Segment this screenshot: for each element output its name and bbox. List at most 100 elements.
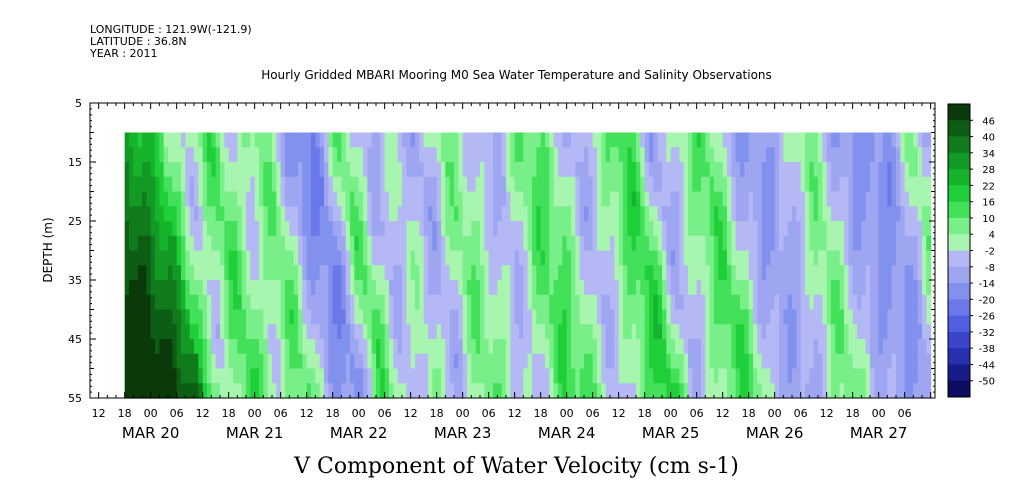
heatmap-cell <box>618 309 624 325</box>
heatmap-cell <box>883 339 888 355</box>
heatmap-cell <box>302 324 308 340</box>
heatmap-cell <box>709 324 715 340</box>
heatmap-cell <box>224 250 230 266</box>
heatmap-cell <box>649 309 654 325</box>
heatmap-cell <box>675 250 680 266</box>
heatmap-cell <box>731 162 737 178</box>
heatmap-cell <box>532 339 537 355</box>
heatmap-cell <box>900 265 906 281</box>
heatmap-cell <box>753 235 758 252</box>
heatmap-cell <box>293 353 299 370</box>
heatmap-cell <box>657 250 663 266</box>
heatmap-cell <box>579 176 585 193</box>
heatmap-cell <box>328 147 334 163</box>
heatmap-cell <box>874 339 880 355</box>
heatmap-cell <box>202 235 208 252</box>
heatmap-cell <box>657 265 663 281</box>
heatmap-cell <box>540 280 546 296</box>
heatmap-cell <box>254 324 260 340</box>
heatmap-cell <box>527 250 533 266</box>
heatmap-cell <box>631 132 637 148</box>
heatmap-cell <box>441 132 446 148</box>
heatmap-cell <box>376 368 381 384</box>
heatmap-cell <box>514 353 520 370</box>
heatmap-cell <box>761 265 767 281</box>
heatmap-cell <box>410 353 416 370</box>
colorbar-swatch <box>948 283 970 300</box>
x-day-label: MAR 22 <box>330 424 387 442</box>
heatmap-cell <box>631 383 637 399</box>
heatmap-cell <box>540 191 546 207</box>
heatmap-cell <box>670 176 676 193</box>
heatmap-cell <box>497 265 503 281</box>
heatmap-cell <box>380 162 386 178</box>
heatmap-cell <box>839 353 845 370</box>
heatmap-cell <box>852 250 858 266</box>
heatmap-cell <box>722 176 728 193</box>
heatmap-cell <box>904 353 910 370</box>
heatmap-cell <box>766 176 771 193</box>
heatmap-cell <box>861 162 867 178</box>
heatmap-cell <box>679 162 685 178</box>
heatmap-cell <box>272 353 277 370</box>
heatmap-cell <box>354 235 360 252</box>
heatmap-cell <box>887 176 893 193</box>
heatmap-cell <box>883 221 888 237</box>
heatmap-cell <box>250 324 256 340</box>
heatmap-cell <box>757 368 763 384</box>
heatmap-cell <box>540 309 546 325</box>
heatmap-cell <box>402 368 407 384</box>
heatmap-cell <box>332 309 338 325</box>
heatmap-cell <box>272 324 277 340</box>
heatmap-cell <box>592 309 598 325</box>
heatmap-cell <box>735 147 741 163</box>
heatmap-cell <box>337 235 342 252</box>
heatmap-cell <box>514 235 520 252</box>
heatmap-cell <box>159 383 165 399</box>
heatmap-cell <box>198 324 204 340</box>
heatmap-cell <box>462 309 468 325</box>
heatmap-cell <box>688 324 693 340</box>
heatmap-cell <box>757 176 763 193</box>
heatmap-cell <box>748 353 754 370</box>
heatmap-cell <box>350 324 355 340</box>
heatmap-cell <box>909 309 914 325</box>
heatmap-cell <box>744 280 750 296</box>
heatmap-cell <box>215 339 221 355</box>
heatmap-cell <box>272 221 277 237</box>
heatmap-cell <box>597 368 602 384</box>
heatmap-cell <box>202 280 208 296</box>
heatmap-cell <box>753 132 758 148</box>
heatmap-cell <box>345 280 351 296</box>
heatmap-cell <box>553 191 559 207</box>
heatmap-cell <box>471 132 477 148</box>
heatmap-cell <box>198 280 204 296</box>
heatmap-cell <box>454 221 459 237</box>
heatmap-cell <box>389 294 394 311</box>
heatmap-cell <box>302 353 308 370</box>
heatmap-cell <box>714 147 719 163</box>
heatmap-cell <box>189 353 195 370</box>
heatmap-cell <box>545 383 550 399</box>
heatmap-cell <box>787 206 793 222</box>
heatmap-cell <box>415 191 420 207</box>
heatmap-cell <box>198 339 204 355</box>
heatmap-cell <box>926 191 932 207</box>
heatmap-cell <box>129 132 134 148</box>
heatmap-cell <box>848 206 854 222</box>
heatmap-cell <box>779 309 784 325</box>
heatmap-cell <box>376 265 381 281</box>
heatmap-cell <box>523 324 529 340</box>
heatmap-cell <box>744 147 750 163</box>
heatmap-cell <box>922 235 927 252</box>
heatmap-cell <box>809 176 815 193</box>
heatmap-cell <box>467 132 472 148</box>
heatmap-cell <box>610 221 615 237</box>
heatmap-cell <box>540 221 546 237</box>
heatmap-cell <box>345 176 351 193</box>
heatmap-cell <box>354 368 360 384</box>
heatmap-cell <box>298 132 303 148</box>
heatmap-cell <box>172 339 178 355</box>
heatmap-cell <box>358 250 364 266</box>
heatmap-cell <box>233 383 238 399</box>
